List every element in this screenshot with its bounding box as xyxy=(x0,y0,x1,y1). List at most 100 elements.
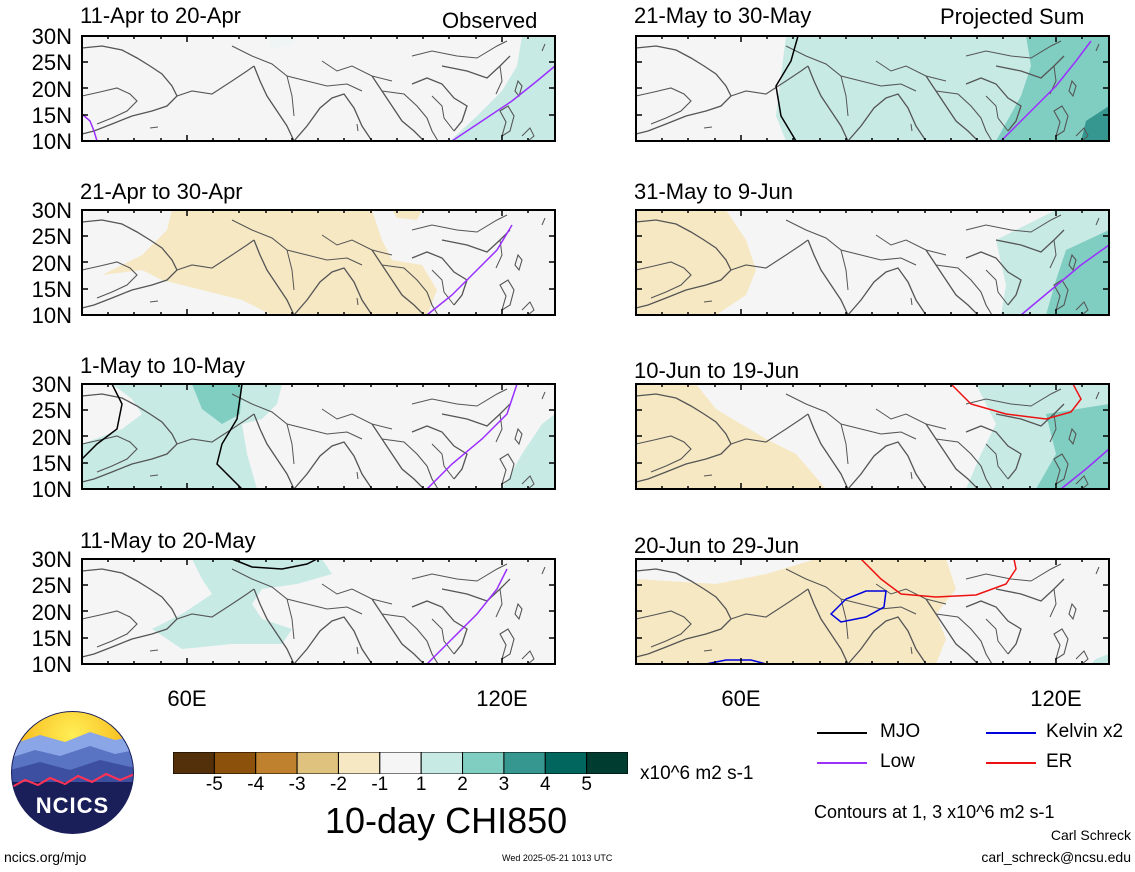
map-panel-2 xyxy=(81,209,556,316)
ytick-label: 25N xyxy=(31,573,72,598)
map-panel-8 xyxy=(635,558,1110,665)
website-link[interactable]: ncics.org/mjo xyxy=(4,849,87,865)
colorbar-swatch xyxy=(379,752,422,774)
colorbar xyxy=(173,752,628,774)
author-name: Carl Schreck xyxy=(1050,827,1131,843)
low-contour xyxy=(426,568,508,665)
ytick-label: 20N xyxy=(31,77,72,102)
ytick-label: 30N xyxy=(31,24,72,49)
legend-kelvin-label: Kelvin x2 xyxy=(1046,721,1124,742)
colorbar-swatch xyxy=(173,752,215,774)
colorbar-tick-label: 4 xyxy=(539,774,551,795)
colorbar-swatch xyxy=(503,752,546,774)
map-panel-4 xyxy=(81,558,556,665)
low-contour xyxy=(81,113,98,142)
chi-negative-region xyxy=(102,210,437,315)
timestamp: Wed 2025-05-21 1013 UTC xyxy=(502,853,613,863)
mjo-contour xyxy=(231,558,318,570)
ncics-logo: NCICS xyxy=(11,711,134,834)
panel-4-title: 11-May to 20-May xyxy=(80,528,256,553)
ytick-label: 20N xyxy=(31,600,72,625)
ytick-label: 30N xyxy=(31,372,72,397)
low-contour xyxy=(426,224,513,316)
colorbar-tick-label: -1 xyxy=(371,774,389,795)
map-panel-1 xyxy=(81,35,556,142)
legend-low-line xyxy=(817,762,867,764)
panel-8-title: 20-Jun to 29-Jun xyxy=(634,533,800,558)
colorbar-swatch xyxy=(420,752,464,774)
kelvin-contour xyxy=(705,659,767,665)
ytick-label: 20N xyxy=(31,425,72,450)
panel-5-title: 21-May to 30-May xyxy=(634,3,812,28)
map-panel-7 xyxy=(635,383,1110,490)
low-contour xyxy=(1060,448,1110,490)
ytick-label: 25N xyxy=(31,224,72,249)
ytick-label: 15N xyxy=(31,626,72,651)
panel-7-title: 10-Jun to 19-Jun xyxy=(634,358,800,383)
map-panel-5 xyxy=(635,35,1110,142)
chi-negative-region xyxy=(636,210,756,315)
ytick-label: 25N xyxy=(31,50,72,75)
panel-3-title: 1-May to 10-May xyxy=(80,353,246,378)
colorbar-swatch xyxy=(296,752,339,774)
colorbar-swatch xyxy=(462,752,505,774)
ytick-label: 30N xyxy=(31,198,72,223)
colorbar-tick-label: -2 xyxy=(330,774,347,795)
mjo-contour xyxy=(775,35,799,142)
low-contour xyxy=(451,65,556,142)
author-email[interactable]: carl_schreck@ncsu.edu xyxy=(981,849,1131,865)
main-title: 10-day CHI850 xyxy=(325,800,568,841)
chi-positive-region xyxy=(152,559,332,649)
colorbar-tick-label: 1 xyxy=(415,774,427,795)
colorbar-units: x10^6 m2 s-1 xyxy=(640,763,754,784)
colorbar-swatch xyxy=(337,752,381,774)
chi-positive-region xyxy=(450,36,555,141)
ytick-label: 30N xyxy=(31,547,72,572)
legend-low-label: Low xyxy=(880,751,915,772)
kelvin-contour xyxy=(829,590,887,623)
low-contour xyxy=(1000,40,1092,142)
colorbar-swatch xyxy=(213,752,257,774)
mjo-contour xyxy=(216,383,243,490)
colorbar-swatch xyxy=(586,752,628,774)
colorbar-swatch xyxy=(255,752,298,774)
ytick-label: 10N xyxy=(31,303,72,328)
ytick-label: 10N xyxy=(31,652,72,677)
xtick-label-left-60e: 60E xyxy=(167,686,207,711)
contour-note: Contours at 1, 3 x10^6 m2 s-1 xyxy=(814,802,1055,822)
er-contour xyxy=(950,383,1082,420)
panel-1-corner-label: Observed xyxy=(442,8,538,33)
map-panel-3 xyxy=(81,383,556,490)
xtick-label-right-120e: 120E xyxy=(1030,686,1082,711)
xtick-label-right-60e: 60E xyxy=(721,686,761,711)
low-contour xyxy=(426,383,518,490)
colorbar-tick-label: -4 xyxy=(247,774,265,795)
ytick-label: 15N xyxy=(31,277,72,302)
panel-6-title: 31-May to 9-Jun xyxy=(634,179,793,204)
ytick-label: 10N xyxy=(31,129,72,154)
legend-mjo-label: MJO xyxy=(880,721,921,742)
mjo-contour xyxy=(81,383,123,460)
panel-5-corner-label: Projected Sum xyxy=(940,4,1085,29)
xtick-label-left-120e: 120E xyxy=(476,686,528,711)
ytick-label: 25N xyxy=(31,398,72,423)
chi-negative-region xyxy=(636,559,956,664)
legend-mjo-line xyxy=(817,732,867,734)
legend-kelvin-line xyxy=(986,732,1036,734)
panel-1-title: 11-Apr to 20-Apr xyxy=(80,3,242,28)
legend-er-label: ER xyxy=(1046,751,1073,772)
logo-text: NCICS xyxy=(36,793,109,818)
map-panel-6 xyxy=(635,209,1110,316)
colorbar-tick-label: 5 xyxy=(581,774,592,795)
ytick-label: 20N xyxy=(31,251,72,276)
colorbar-swatch xyxy=(544,752,588,774)
low-contour xyxy=(1020,244,1110,316)
colorbar-tick-label: 2 xyxy=(457,774,468,795)
panel-2-title: 21-Apr to 30-Apr xyxy=(80,179,243,204)
legend-er-line xyxy=(986,762,1036,764)
ytick-label: 15N xyxy=(31,451,72,476)
colorbar-tick-label: -5 xyxy=(205,774,223,795)
chi-negative-region xyxy=(636,384,826,489)
colorbar-tick-label: -3 xyxy=(288,774,306,795)
er-contour xyxy=(860,558,1017,598)
